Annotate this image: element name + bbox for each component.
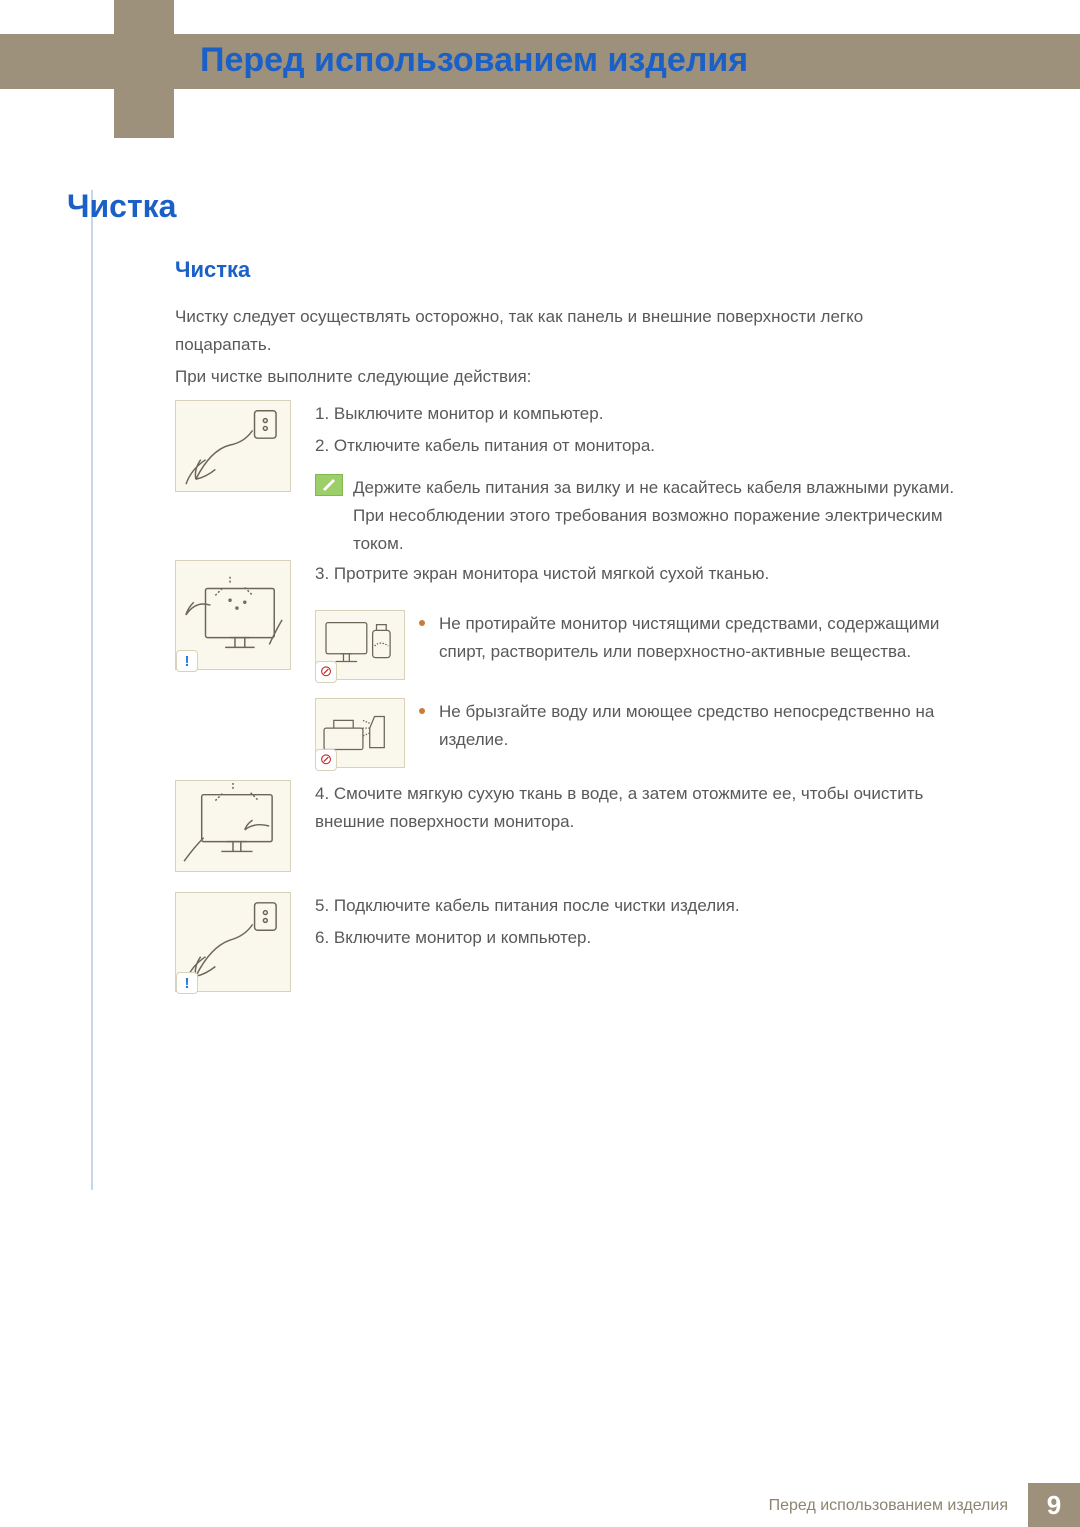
section-h2: Чистка [175,257,250,283]
step-3-bullet-1: ⊘ Не протирайте монитор чистящими средст… [315,610,960,680]
thumb-wipe-screen: ! [175,560,291,670]
note-icon [315,474,343,496]
header-tab [114,0,174,138]
intro-paragraph-1: Чистку следует осуществлять осторожно, т… [175,303,960,359]
footer-page-number: 9 [1028,1483,1080,1527]
thumb-unplug [175,400,291,492]
prohibit-icon: ⊘ [315,749,337,771]
step-4-text: 4. Смочите мягкую сухую ткань в воде, а … [315,780,960,836]
info-badge-icon: ! [176,972,198,994]
footer-label: Перед использованием изделия [769,1497,1008,1515]
step-3-bullet-2-text: Не брызгайте воду или моющее средство не… [439,698,960,754]
step-5-6-text: 5. Подключите кабель питания после чистк… [315,892,960,952]
bullet-dot-icon [419,708,425,714]
footer: Перед использованием изделия 9 [0,1483,1080,1527]
left-rule [91,190,93,1190]
info-badge-icon: ! [176,650,198,672]
step-2-text: 2. Отключите кабель питания от монитора. [315,432,960,460]
step-3-bullet-2: ⊘ Не брызгайте воду или моющее средство … [315,698,960,768]
step-1-2-text: 1. Выключите монитор и компьютер. 2. Отк… [315,400,960,558]
step-3-bullet-1-text: Не протирайте монитор чистящими средства… [439,610,960,666]
bullet-dot-icon [419,620,425,626]
thumb-damp-cloth [175,780,291,872]
step-3-text-col: 3. Протрите экран монитора чистой мягкой… [315,560,960,786]
chapter-title: Перед использованием изделия [200,41,748,80]
thumb-plug-in: ! [175,892,291,992]
step-3-block: ! 3. Протрите экран монитора чистой мягк… [175,560,960,770]
page: Перед использованием изделия Чистка Чист… [0,0,1080,1527]
step-3-text: 3. Протрите экран монитора чистой мягкой… [315,560,960,588]
intro-paragraph-2: При чистке выполните следующие действия: [175,363,960,391]
bullet-2-thumb-col: ⊘ [315,698,415,768]
bullet-1-thumb-col: ⊘ [315,610,415,680]
step-6-text: 6. Включите монитор и компьютер. [315,924,960,952]
prohibit-icon: ⊘ [315,661,337,683]
step-5-text: 5. Подключите кабель питания после чистк… [315,892,960,920]
step-2-note-row: Держите кабель питания за вилку и не кас… [315,474,960,558]
step-1-text: 1. Выключите монитор и компьютер. [315,400,960,428]
section-h1: Чистка [67,188,176,225]
step-2-note-text: Держите кабель питания за вилку и не кас… [353,474,960,558]
